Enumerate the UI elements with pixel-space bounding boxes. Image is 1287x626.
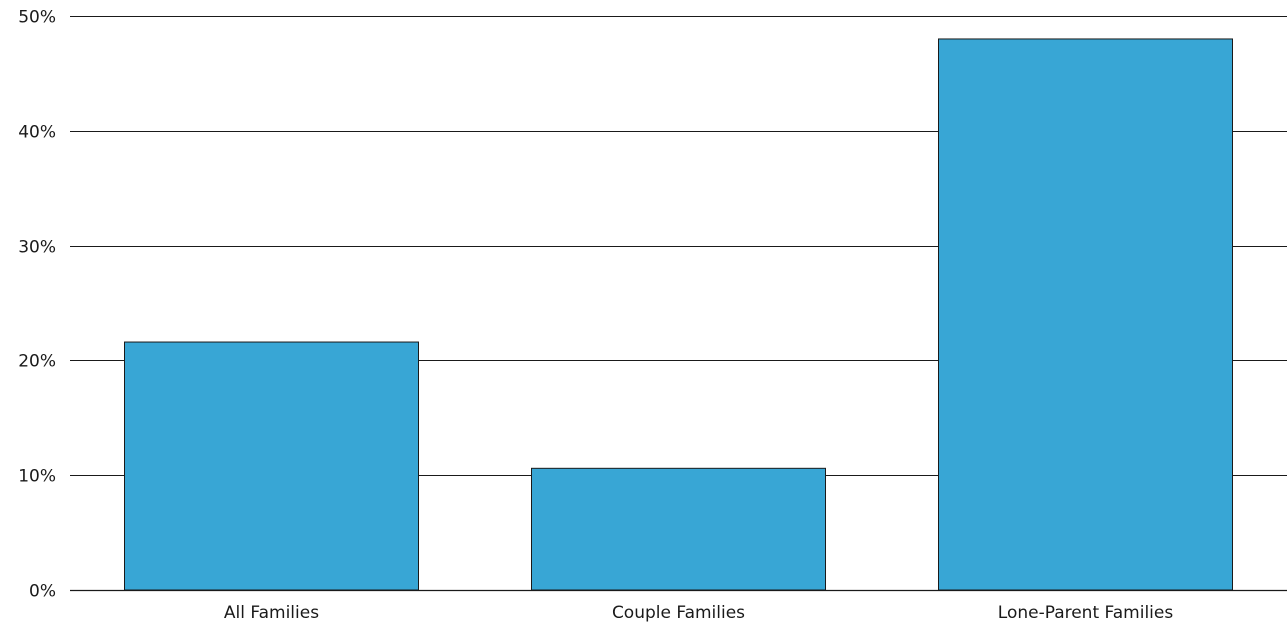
bar-lone-parent-families (938, 38, 1233, 591)
y-tick-label: 30% (18, 238, 56, 258)
bars (124, 38, 1233, 591)
x-tick-label: Couple Families (612, 603, 745, 623)
bar-all-families (124, 341, 419, 591)
x-axis-tick-labels: All Families Couple Families Lone-Parent F… (224, 603, 1173, 623)
x-tick-label: All Families (224, 603, 319, 623)
y-tick-label: 50% (18, 8, 56, 28)
y-tick-label: 40% (18, 123, 56, 143)
y-tick-label: 20% (18, 352, 56, 372)
y-tick-label: 10% (18, 467, 56, 487)
y-axis-tick-labels: 0% 10% 20% 30% 40% 50% (18, 8, 56, 602)
y-tick-label: 0% (29, 582, 56, 602)
x-tick-label: Lone-Parent Families (998, 603, 1174, 623)
bar-couple-families (531, 467, 826, 591)
